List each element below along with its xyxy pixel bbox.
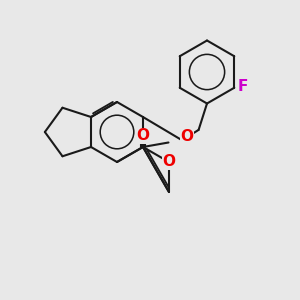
Text: O: O [181,129,194,144]
Text: O: O [136,128,149,143]
Text: O: O [163,154,176,169]
Text: F: F [238,79,248,94]
